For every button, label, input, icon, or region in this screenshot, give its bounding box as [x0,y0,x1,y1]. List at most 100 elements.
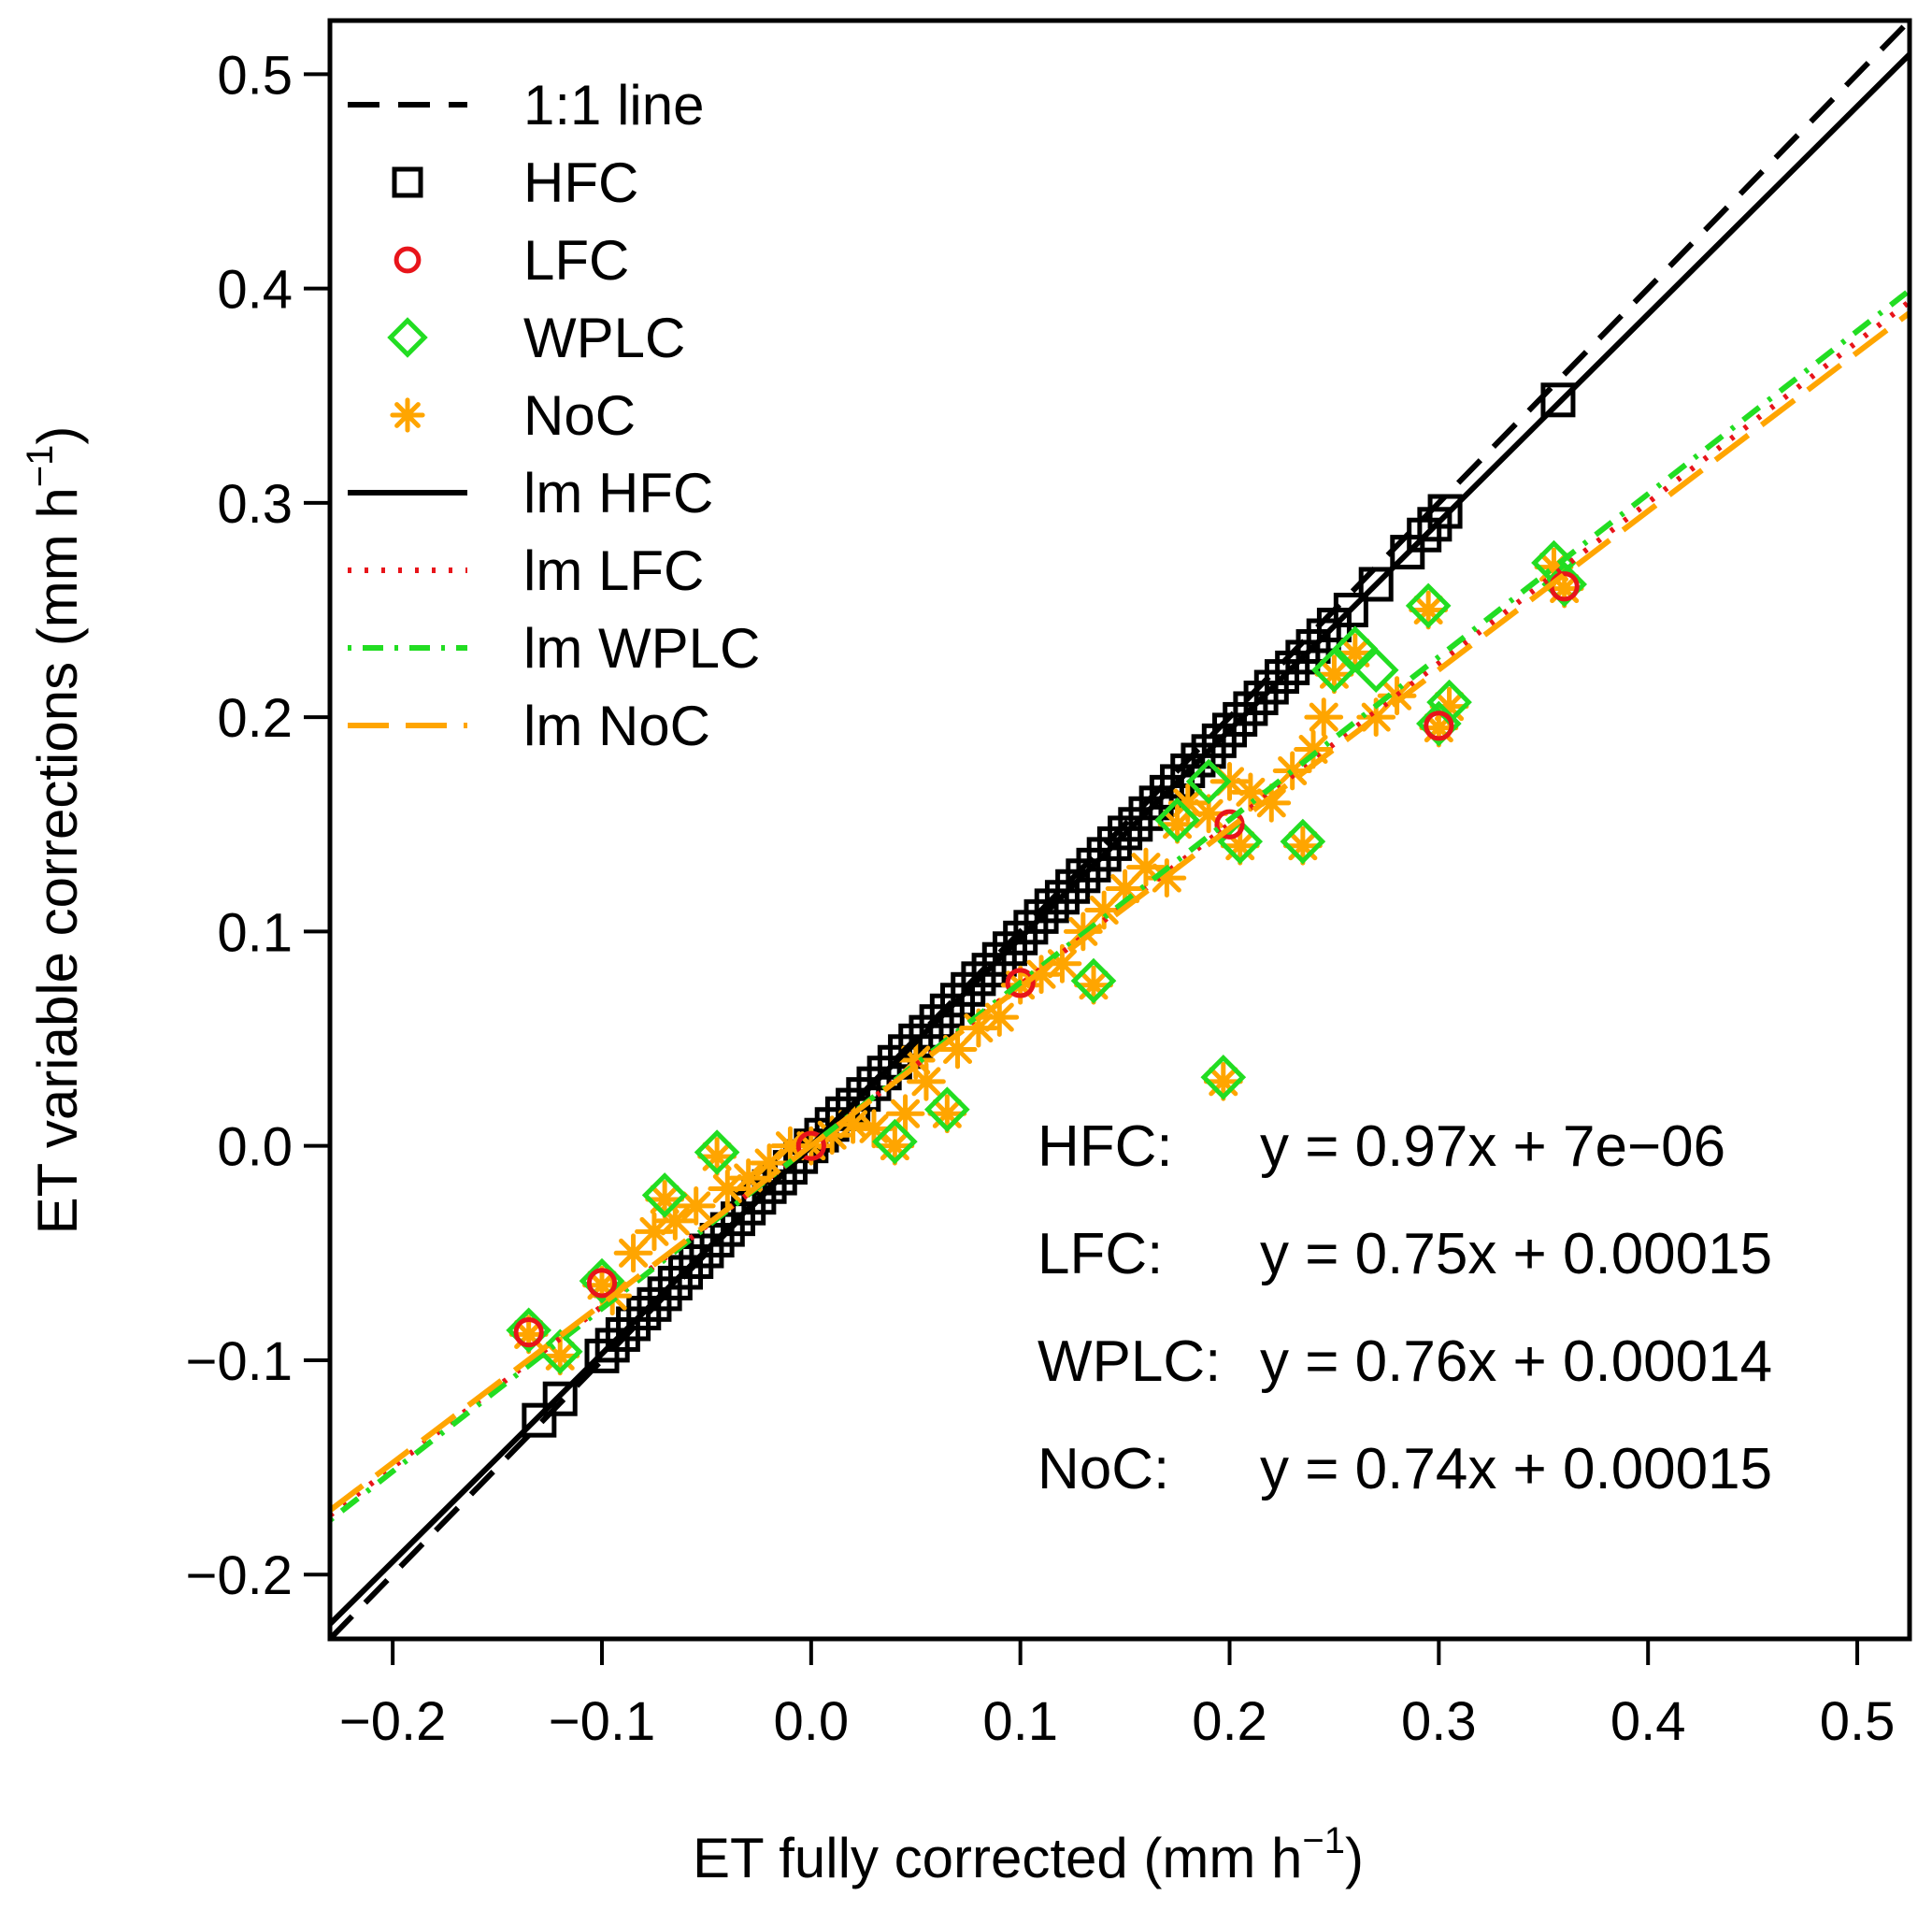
data-point [937,1029,978,1070]
data-point [929,993,965,1028]
legend-item: LFC [394,229,629,292]
data-point [584,1338,620,1373]
data-point [875,1126,915,1166]
legend-item: HFC [392,151,638,214]
legend-label: HFC [523,151,638,214]
line-lm-wplc [330,288,1910,1523]
x-axis: −0.2 −0.1 0.0 0.1 0.2 0.3 0.4 0.5 [339,1639,1895,1752]
data-point [927,1094,967,1134]
legend-label: WPLC [523,307,685,369]
data-point [1280,818,1326,865]
x-axis-label: ET fully corrected (mm h−1) [693,1820,1364,1889]
data-point [1352,647,1399,694]
data-point [980,998,1020,1038]
data-point [1096,826,1132,861]
data-point [770,1126,810,1166]
data-point [626,1296,662,1331]
line-1-1-line [330,21,1910,1639]
y-tick-label: 0.3 [217,474,293,535]
data-point [594,1328,630,1363]
legend-item: lm NoC [348,695,710,757]
x-tick-label: 0.4 [1610,1691,1686,1752]
data-point [689,1233,724,1269]
y-tick-label: 0.5 [217,45,293,106]
data-point [1023,898,1059,934]
data-point [1066,858,1101,894]
data-point [750,1143,789,1183]
legend-item: lm HFC [348,462,713,524]
legend-label: 1:1 line [523,74,704,136]
x-tick-label: −0.2 [339,1691,447,1752]
data-point [971,953,1007,988]
data-point [513,1317,544,1348]
data-point [854,1109,894,1149]
data-point [1126,847,1166,887]
equation-text: y = 0.97x + 7e−06 [1260,1114,1725,1179]
data-point [694,1129,740,1175]
data-point [1203,1061,1243,1101]
data-point [1304,697,1344,738]
data-point [888,1034,923,1070]
legend-label: LFC [523,229,629,292]
data-point [1294,729,1333,769]
legend-marker [390,397,425,433]
x-tick-label: 0.3 [1401,1691,1477,1752]
x-tick-label: 0.1 [982,1691,1058,1752]
data-point [1154,797,1200,843]
data-point [1076,847,1111,883]
data-point [679,1243,714,1279]
data-point [668,1255,704,1290]
data-point [923,1086,970,1133]
y-tick-label: 0.2 [217,688,293,749]
data-point [833,1104,873,1144]
data-point [1332,625,1379,672]
data-point [1405,582,1452,629]
data-point [812,1115,852,1156]
legend-label: lm HFC [523,462,713,524]
legend-label: lm NoC [523,695,710,757]
legend-item: NoC [390,384,636,447]
legend-item: WPLC [387,307,685,369]
legend-item: lm WPLC [348,617,760,680]
data-point [637,1286,672,1322]
data-point [540,1336,580,1376]
y-axis: −0.2 −0.1 0.0 0.1 0.2 0.3 0.4 0.5 [186,45,330,1606]
data-point [895,1041,936,1080]
data-point [1118,807,1153,842]
y-tick-label: 0.4 [217,260,293,321]
data-point [940,983,976,1018]
data-point [1419,708,1459,748]
line-lm-hfc [330,51,1910,1627]
legend-item: 1:1 line [348,74,704,136]
data-point [657,1265,693,1300]
legend-label: NoC [523,384,636,447]
data-point [1311,647,1357,694]
series-lfc [513,571,1580,1348]
data-point [1534,547,1574,587]
data-point [709,1212,745,1247]
data-point [613,1233,653,1273]
data-point [951,971,986,1007]
equation-label: WPLC: [1038,1329,1221,1394]
data-point [506,1307,551,1354]
data-point [645,1180,685,1219]
legend-marker [387,317,428,358]
data-point [1335,633,1375,673]
line-lm-noc [330,310,1910,1513]
data-point [981,941,1017,977]
data-point [1042,943,1082,984]
data-point [1086,837,1122,872]
data-point [1282,826,1323,866]
x-tick-label: −0.1 [549,1691,656,1752]
data-point [635,1212,674,1252]
equation-label: NoC: [1038,1437,1169,1501]
y-tick-label: 0.0 [217,1117,293,1178]
data-point [1084,890,1124,930]
data-point [1185,758,1232,805]
data-point [1272,751,1312,791]
legend-label: lm WPLC [523,617,760,680]
data-point [708,1169,748,1209]
y-tick-label: −0.2 [186,1545,293,1606]
data-point [586,1268,618,1299]
y-axis-label: ET variable corrections (mm h−1) [20,426,89,1235]
